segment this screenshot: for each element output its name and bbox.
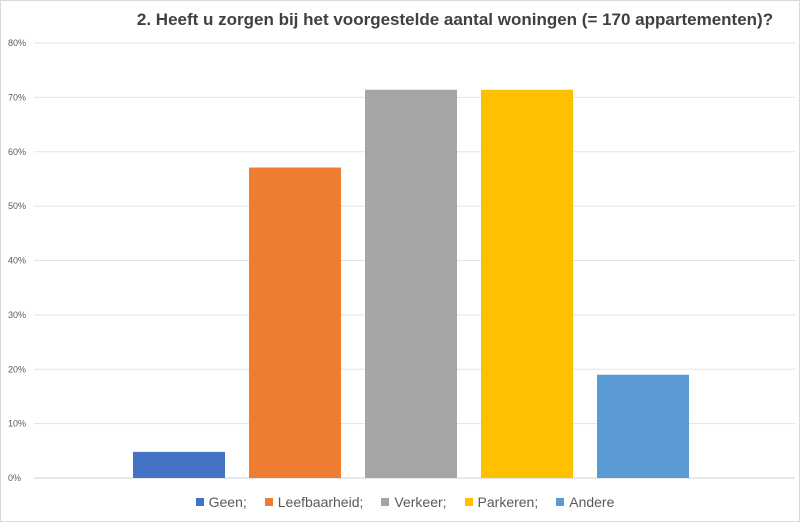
chart-title: 2. Heeft u zorgen bij het voorgestelde a… (136, 10, 774, 29)
legend-label: Andere (569, 494, 615, 510)
y-tick-label: 10% (8, 419, 26, 429)
bar-parkeren (481, 89, 573, 478)
y-tick-label: 80% (8, 38, 26, 48)
legend-swatch (464, 498, 473, 506)
bar-verkeer (365, 89, 457, 478)
bar-geen (133, 451, 225, 478)
bar-leefbaarheid (249, 167, 341, 479)
legend-label: Parkeren; (477, 494, 539, 510)
legend-swatch (195, 498, 204, 506)
legend-label: Leefbaarheid; (277, 494, 364, 510)
legend-item: Andere (556, 494, 614, 510)
legend-label: Verkeer; (394, 494, 447, 510)
y-tick-label: 30% (8, 310, 26, 320)
legend-item: Parkeren; (464, 494, 539, 510)
legend-item: Geen; (195, 494, 247, 510)
y-tick-label: 20% (8, 364, 26, 374)
legend-swatch (264, 498, 273, 506)
legend: Geen; Leefbaarheid; Verkeer; Parkeren; Ander… (0, 494, 800, 510)
legend-swatch (556, 498, 565, 506)
y-tick-label: 60% (8, 147, 26, 157)
y-tick-label: 70% (8, 92, 26, 102)
y-tick-label: 50% (8, 201, 26, 211)
bar-andere (597, 374, 689, 478)
legend-swatch (381, 498, 390, 506)
legend-item: Verkeer; (381, 494, 447, 510)
y-tick-label: 0% (8, 473, 21, 483)
legend-label: Geen; (208, 494, 247, 510)
y-tick-label: 40% (8, 256, 26, 266)
legend-item: Leefbaarheid; (264, 494, 364, 510)
